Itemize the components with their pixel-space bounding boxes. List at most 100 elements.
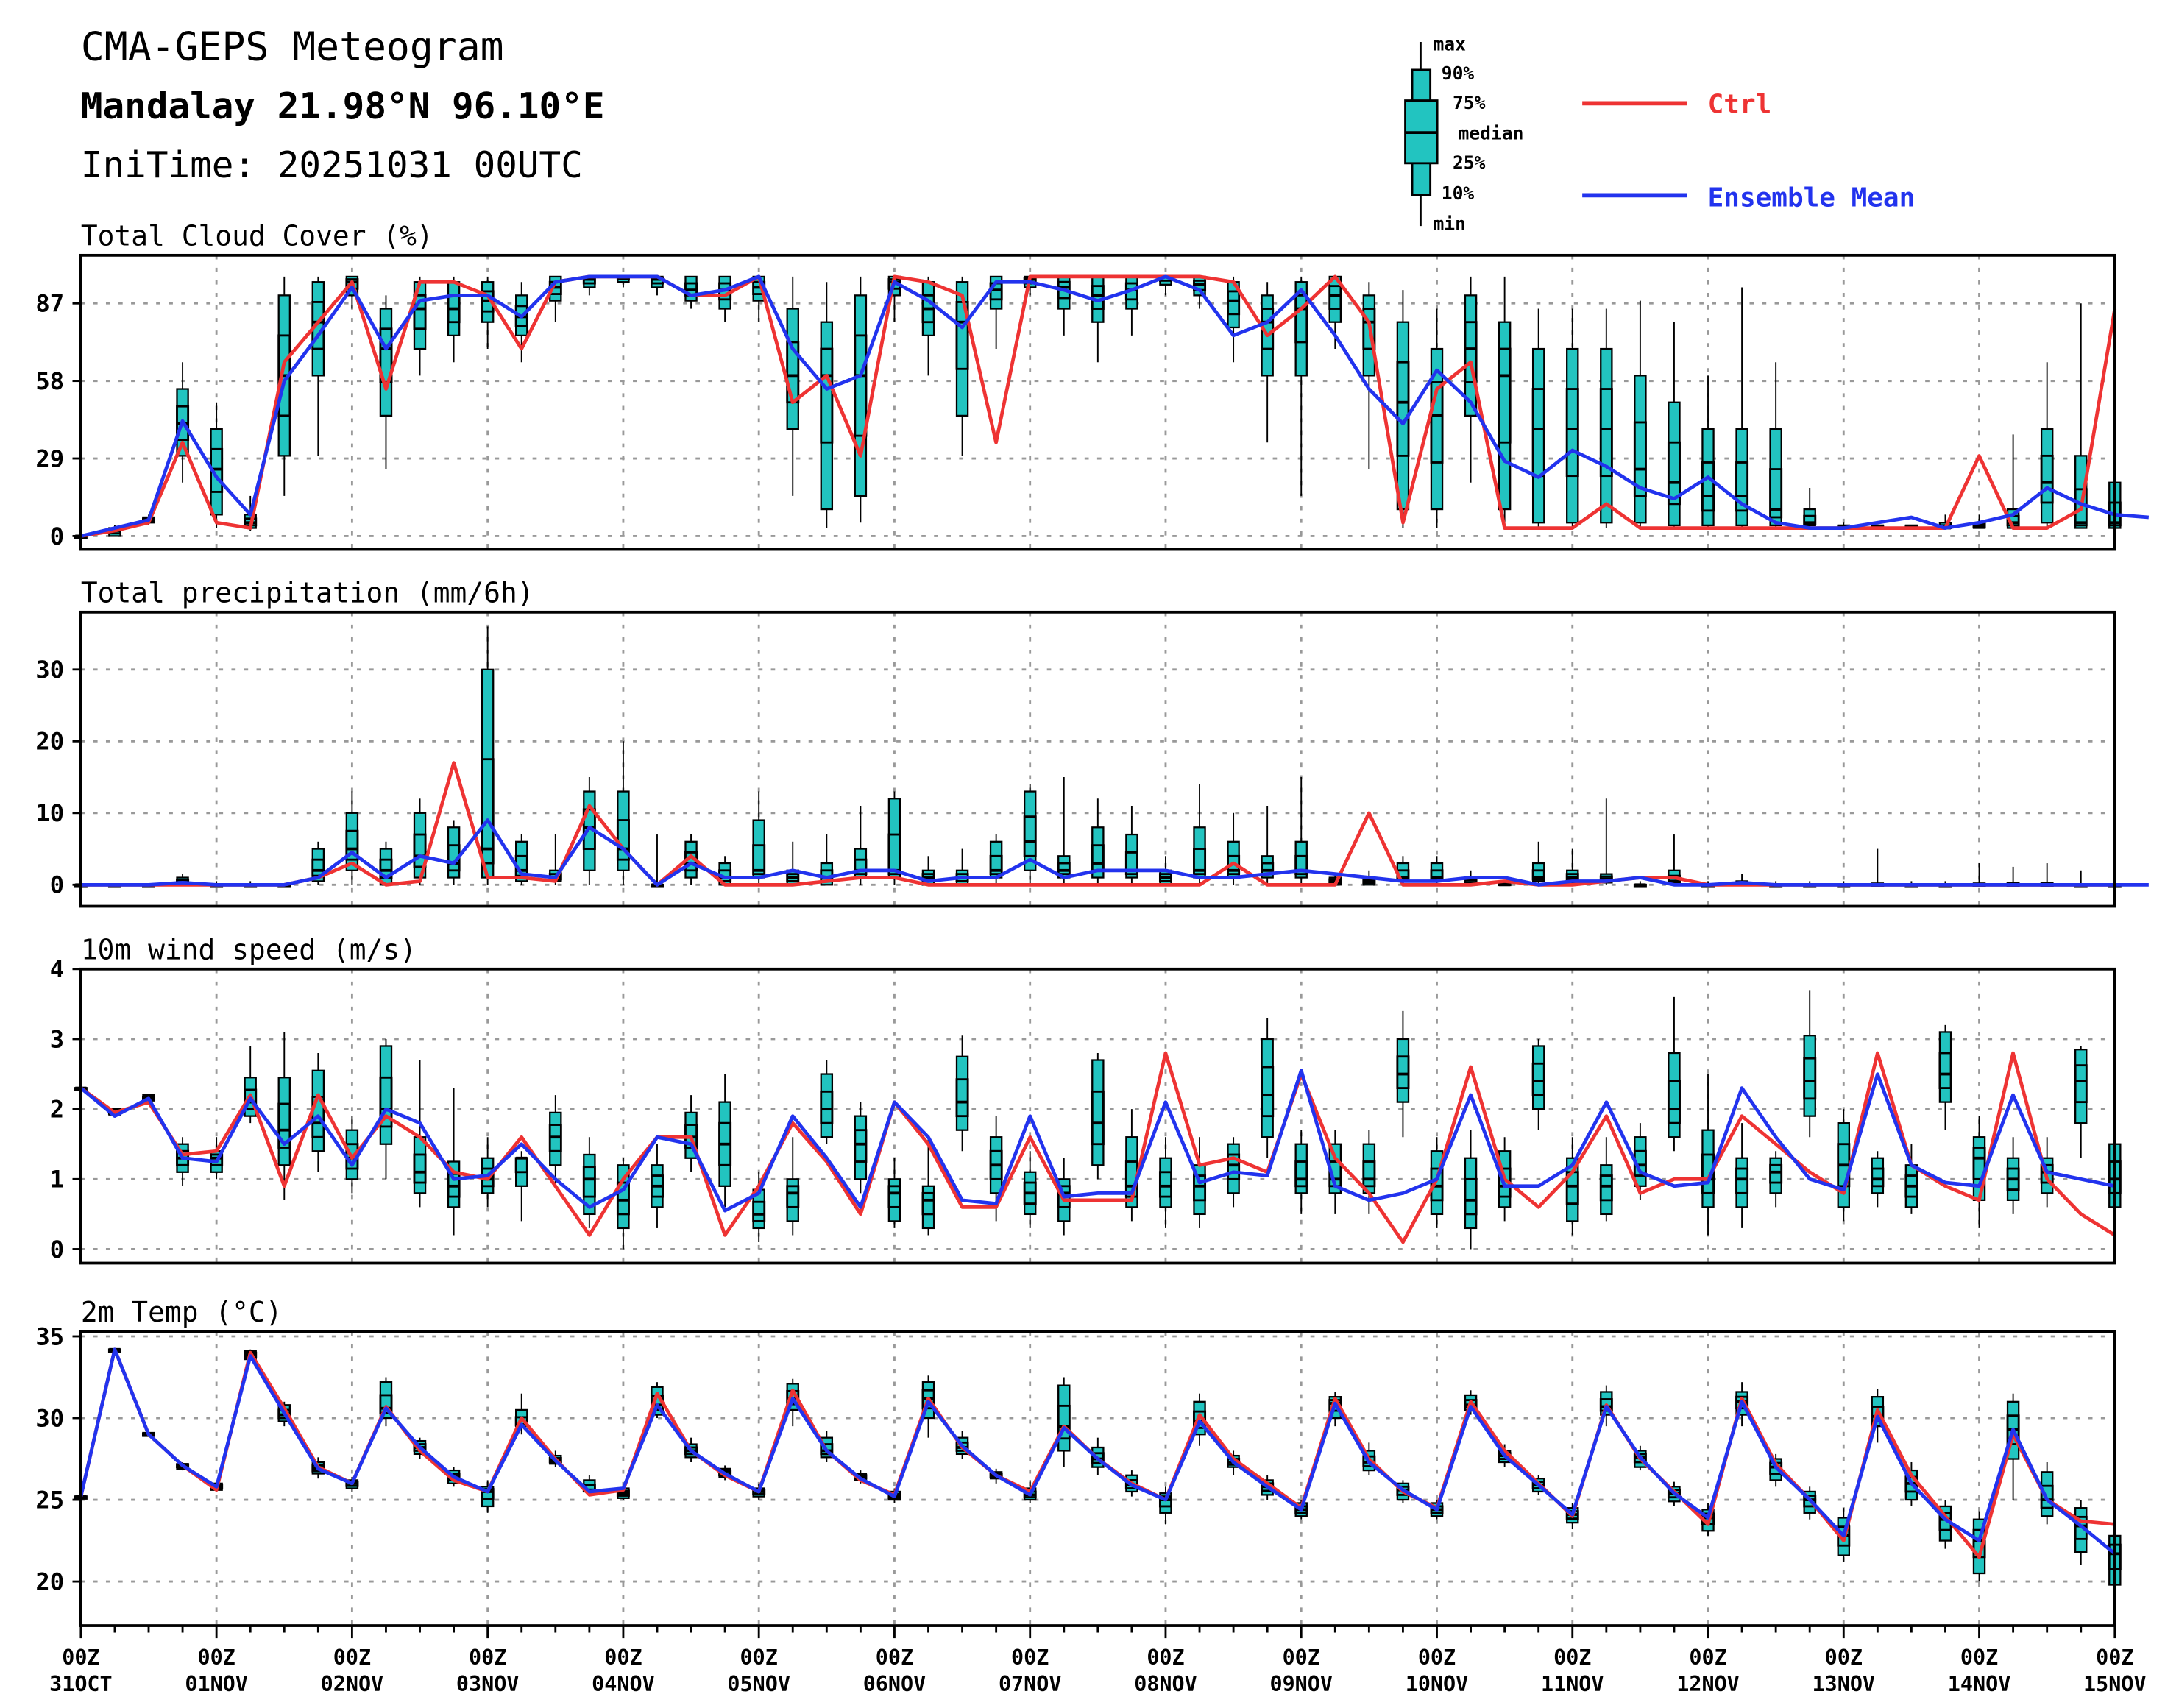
box-plot (1057, 1377, 1071, 1467)
x-tick-label-date: 09NOV (1269, 1672, 1333, 1696)
box-plot (311, 1052, 325, 1172)
box-plot (1464, 1130, 1478, 1250)
box-plot (311, 276, 325, 456)
x-tick-label-hour: 00Z (1960, 1645, 1998, 1670)
x-tick-label-date: 02NOV (321, 1672, 384, 1696)
x-tick-label-hour: 00Z (876, 1645, 913, 1670)
box-plot (514, 1151, 528, 1222)
y-tick-label: 0 (50, 1236, 64, 1264)
panel-3: 10m wind speed (m/s) 0 1 2 3 4 (50, 934, 2122, 1265)
box-inner (514, 1157, 528, 1174)
x-axis: 00Z31OCT00Z01NOV00Z02NOV00Z03NOV00Z04NOV… (49, 1626, 2147, 1696)
x-tick-label-hour: 00Z (740, 1645, 778, 1670)
box-plot (1124, 1109, 1138, 1222)
box-plot (582, 275, 596, 296)
y-tick-label: 3 (50, 1025, 64, 1053)
box-inner (1057, 862, 1071, 876)
box-inner (854, 1129, 868, 1163)
box-plot (1261, 282, 1275, 443)
box-inner (277, 1102, 291, 1149)
box-inner (1091, 1090, 1105, 1146)
box-plot (1531, 841, 1545, 885)
box-plot (1498, 276, 1512, 528)
y-tick-label: 58 (35, 367, 64, 395)
y-tick-label: 30 (35, 656, 64, 684)
box-inner (1531, 388, 1545, 478)
x-tick-label-date: 15NOV (2083, 1672, 2147, 1696)
y-tick-label: 0 (50, 522, 64, 550)
box-inner (2040, 454, 2054, 504)
box-plot (718, 275, 732, 322)
box-inner (1803, 1057, 1817, 1100)
x-tick-label-date: 08NOV (1134, 1672, 1197, 1696)
box-inner (1633, 421, 1647, 497)
box-plot (650, 1144, 664, 1228)
x-tick-label-date: 11NOV (1541, 1672, 1604, 1696)
box-inner (921, 1191, 935, 1216)
box-plot (786, 841, 800, 886)
box-inner (1701, 461, 1715, 512)
box-inner (1261, 1066, 1275, 1118)
x-tick-label-hour: 00Z (1283, 1645, 1320, 1670)
y-tick-label: 1 (50, 1166, 64, 1194)
box-plot (1701, 375, 1715, 528)
box-plot (1667, 996, 1681, 1152)
box-plot (244, 1046, 258, 1124)
panel-frame (79, 967, 2116, 1265)
box-plot (989, 275, 1003, 350)
x-tick-label-date: 07NOV (999, 1672, 1062, 1696)
legend-label-max: max (1433, 33, 1466, 54)
x-tick-label-hour: 00Z (469, 1645, 506, 1670)
box-plot (2040, 362, 2054, 528)
box-plot (1599, 1137, 1613, 1222)
box-plot (1294, 1130, 1308, 1214)
box-plot (1158, 1137, 1172, 1228)
ensemble-mean-line (79, 1069, 2116, 1213)
box-plot (1871, 848, 1885, 887)
box-plot (854, 276, 868, 523)
box-inner (1328, 285, 1342, 310)
legend-ctrl-label: Ctrl (1708, 90, 1772, 120)
box-plot (1565, 308, 1579, 528)
box-plot (1565, 1137, 1579, 1236)
ctrl-series-line (80, 274, 2117, 538)
box-inner (1158, 1171, 1172, 1198)
box-plot (820, 1060, 834, 1144)
y-tick-label: 10 (35, 799, 64, 827)
box-inner (582, 1166, 596, 1198)
y-tick-label: 20 (35, 728, 64, 756)
box-plot (1091, 275, 1105, 363)
box-plot (1667, 322, 1681, 528)
panels: Total Cloud Cover (%) 0 29 58 87 Total precip… (35, 220, 2150, 1627)
box-inner (2074, 1064, 2088, 1104)
box-inner (887, 1185, 901, 1208)
box-plot (752, 1172, 766, 1242)
box-plot (1396, 1010, 1410, 1138)
box-inner (413, 1153, 427, 1184)
box-plot (1531, 1038, 1545, 1130)
box-plot (2074, 1046, 2088, 1158)
x-tick-label-hour: 00Z (604, 1645, 642, 1670)
box-plot (1091, 798, 1105, 885)
box-plot (1124, 275, 1138, 336)
box-inner (1294, 294, 1308, 344)
panel-4: 2m Temp (°C) 20 25 30 35 (35, 1296, 2122, 1627)
box-plot (447, 276, 461, 363)
box-inner (1667, 441, 1681, 506)
panel-2: Total precipitation (mm/6h) 0 10 20 30 (35, 577, 2149, 908)
box-plot (176, 1137, 190, 1186)
line-legend: Ctrl Ensemble Mean (1582, 90, 1915, 213)
x-tick-label-date: 10NOV (1406, 1672, 1469, 1696)
box-plot (1057, 275, 1071, 336)
legend-label-25: 25% (1453, 152, 1486, 173)
x-tick-label-hour: 00Z (1147, 1645, 1184, 1670)
box-plot (1701, 1074, 1715, 1236)
box-plot (1193, 784, 1207, 885)
x-tick-label-date: 03NOV (456, 1672, 520, 1696)
x-tick-label-hour: 00Z (62, 1645, 99, 1670)
box-plot (820, 282, 834, 528)
box-plot (1837, 1109, 1851, 1222)
box-plot (210, 402, 224, 528)
box-plot (1396, 856, 1410, 885)
